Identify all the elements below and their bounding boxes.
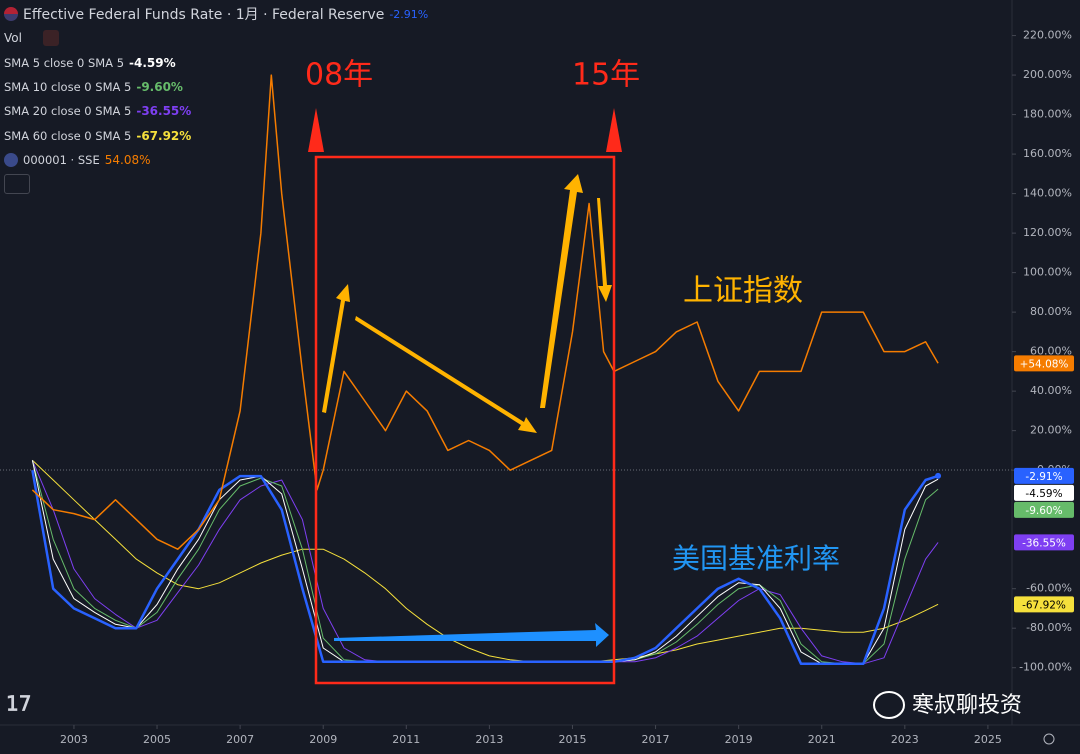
- y-tick-label: 220.00%: [1023, 29, 1072, 42]
- legend-label: SMA 10 close 0 SMA 5: [4, 80, 132, 95]
- yellow-arrow: [322, 284, 350, 413]
- annotation: 上证指数: [683, 274, 803, 309]
- x-tick-label: 2025: [974, 733, 1002, 746]
- legend-label: SMA 20 close 0 SMA 5: [4, 104, 132, 119]
- y-tick-label: 180.00%: [1023, 108, 1072, 121]
- yellow-arrow: [597, 198, 612, 302]
- badge-label: -36.55%: [1022, 537, 1066, 549]
- highlight-box: [314, 155, 616, 685]
- legend-icon: [4, 152, 18, 167]
- x-tick-label: 2021: [808, 733, 836, 746]
- price-badge: -67.92%: [1014, 596, 1074, 613]
- legend-row: SMA 60 close 0 SMA 5 -67.92%: [4, 123, 428, 147]
- legend-row: [4, 172, 428, 196]
- x-tick-label: 2015: [558, 733, 586, 746]
- badge-bg: [1014, 467, 1074, 484]
- series-line: [32, 459, 939, 663]
- y-tick-label: 80.00%: [1030, 305, 1072, 318]
- last-point: [935, 472, 942, 479]
- annotation: 美国基准利率: [672, 542, 840, 575]
- collapse-button[interactable]: [4, 174, 30, 195]
- legend-icon: [42, 30, 59, 47]
- legend-row: SMA 20 close 0 SMA 5 -36.55%: [4, 99, 428, 123]
- price-badge: -9.60%: [1014, 501, 1074, 518]
- legend-label: 000001 · SSE: [23, 152, 100, 167]
- legend-label: SMA 60 close 0 SMA 5: [4, 128, 132, 143]
- price-badge: -4.59%: [1014, 484, 1074, 501]
- yellow-arrow: [540, 174, 583, 408]
- red-arrow: [308, 108, 324, 152]
- price-badge: -36.55%: [1014, 534, 1074, 551]
- legend-row: SMA 10 close 0 SMA 5 -9.60%: [4, 75, 428, 99]
- wechat-icon: [873, 691, 905, 719]
- x-tick-label: 2007: [226, 733, 254, 746]
- x-tick-label: 2003: [60, 733, 88, 746]
- x-tick-label: 2005: [143, 733, 171, 746]
- annotation: 08年: [305, 58, 373, 93]
- badge-bg: [1014, 534, 1074, 551]
- x-tick-label: 2013: [475, 733, 503, 746]
- y-tick-label: 40.00%: [1030, 384, 1072, 397]
- y-tick-label: -100.00%: [1019, 661, 1072, 674]
- legend-value: 54.08%: [104, 152, 151, 167]
- legend-row: Effective Federal Funds Rate · 1月 · Fede…: [4, 2, 428, 26]
- tv-logo: 𝟣𝟩: [6, 692, 31, 716]
- series-line: [31, 469, 939, 666]
- badge-bg: [1014, 484, 1074, 501]
- red-arrow: [606, 108, 622, 152]
- legend-value: -4.59%: [129, 55, 176, 70]
- x-tick-label: 2019: [725, 733, 753, 746]
- y-tick-label: 120.00%: [1023, 226, 1072, 239]
- badge-bg: [1014, 355, 1074, 372]
- legend-row: 000001 · SSE 54.08%: [4, 148, 428, 172]
- settings-icon[interactable]: [1043, 733, 1055, 745]
- badge-bg: [1014, 596, 1074, 613]
- legend: Effective Federal Funds Rate · 1月 · Fede…: [4, 2, 428, 196]
- x-tick-label: 2011: [392, 733, 420, 746]
- y-tick-label: 100.00%: [1023, 266, 1072, 279]
- x-tick-label: 2009: [309, 733, 337, 746]
- price-badge: +54.08%: [1014, 355, 1074, 372]
- badge-label: +54.08%: [1020, 358, 1069, 370]
- badge-label: -4.59%: [1025, 488, 1062, 500]
- legend-value: -36.55%: [136, 104, 192, 119]
- badge-label: -9.60%: [1025, 505, 1062, 517]
- series-line: [31, 74, 939, 550]
- x-tick-label: 2023: [891, 733, 919, 746]
- badge-bg: [1014, 501, 1074, 518]
- watermark: 寒叔聊投资: [912, 693, 1022, 718]
- y-tick-label: 140.00%: [1023, 187, 1072, 200]
- y-tick-label: -60.00%: [1026, 582, 1072, 595]
- legend-label: Vol: [4, 31, 22, 46]
- legend-value: -9.60%: [136, 80, 183, 95]
- blue-arrow: [334, 623, 609, 647]
- legend-icon: [4, 7, 18, 22]
- badge-label: -2.91%: [1025, 471, 1062, 483]
- legend-row: SMA 5 close 0 SMA 5 -4.59%: [4, 51, 428, 75]
- legend-title: Effective Federal Funds Rate · 1月 · Fede…: [23, 7, 385, 24]
- y-tick-label: 160.00%: [1023, 147, 1072, 160]
- legend-row: Vol: [4, 26, 428, 50]
- legend-value: -2.91%: [389, 7, 429, 21]
- legend-label: SMA 5 close 0 SMA 5: [4, 55, 125, 70]
- y-tick-label: 200.00%: [1023, 68, 1072, 81]
- legend-value: -67.92%: [136, 128, 192, 143]
- y-tick-label: 20.00%: [1030, 424, 1072, 437]
- x-tick-label: 2017: [642, 733, 670, 746]
- plot: [31, 74, 942, 666]
- y-tick-label: -80.00%: [1026, 621, 1072, 634]
- yellow-arrow: [355, 316, 537, 433]
- annotation: 15年: [572, 58, 640, 93]
- price-badge: -2.91%: [1014, 467, 1074, 484]
- y-tick-label: 60.00%: [1030, 345, 1072, 358]
- badge-label: -67.92%: [1022, 599, 1066, 611]
